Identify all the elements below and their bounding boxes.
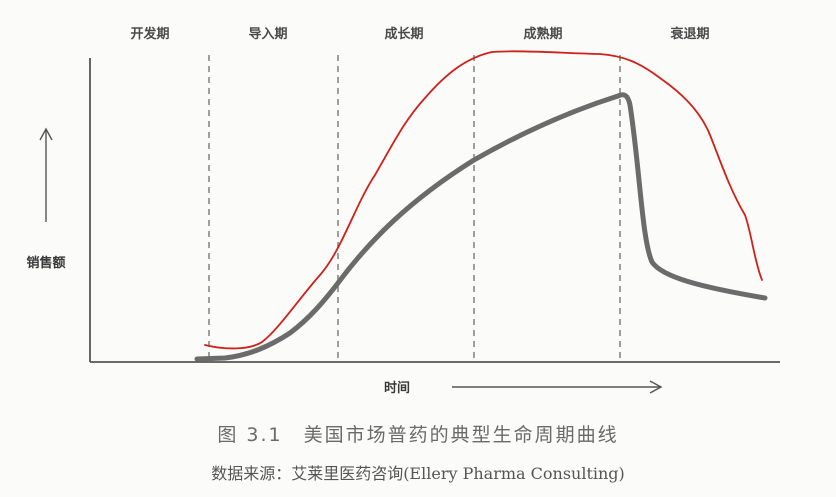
phase-dividers bbox=[208, 55, 621, 362]
gray-lifecycle-curve bbox=[194, 92, 768, 362]
figure-source: 数据来源：艾莱里医药咨询(Ellery Pharma Consulting) bbox=[211, 464, 625, 483]
phase-label-introduction: 导入期 bbox=[248, 27, 287, 42]
up-arrow-icon bbox=[39, 127, 53, 222]
phase-label-decline: 衰退期 bbox=[669, 26, 709, 42]
y-axis-label: 销售额 bbox=[26, 255, 65, 271]
phase-label-development: 开发期 bbox=[130, 26, 169, 42]
phase-label-maturity: 成熟期 bbox=[523, 26, 562, 42]
phase-label-growth: 成长期 bbox=[384, 26, 423, 42]
lifecycle-diagram: 开发期 导入期 成长期 成熟期 衰退期 销售额 时间 bbox=[26, 26, 780, 396]
x-axis-label: 时间 bbox=[384, 380, 410, 396]
figure-title: 图 3.1 美国市场普药的典型生命周期曲线 bbox=[217, 424, 619, 446]
right-arrow-icon bbox=[452, 380, 663, 394]
red-annotation-curve bbox=[204, 50, 763, 350]
